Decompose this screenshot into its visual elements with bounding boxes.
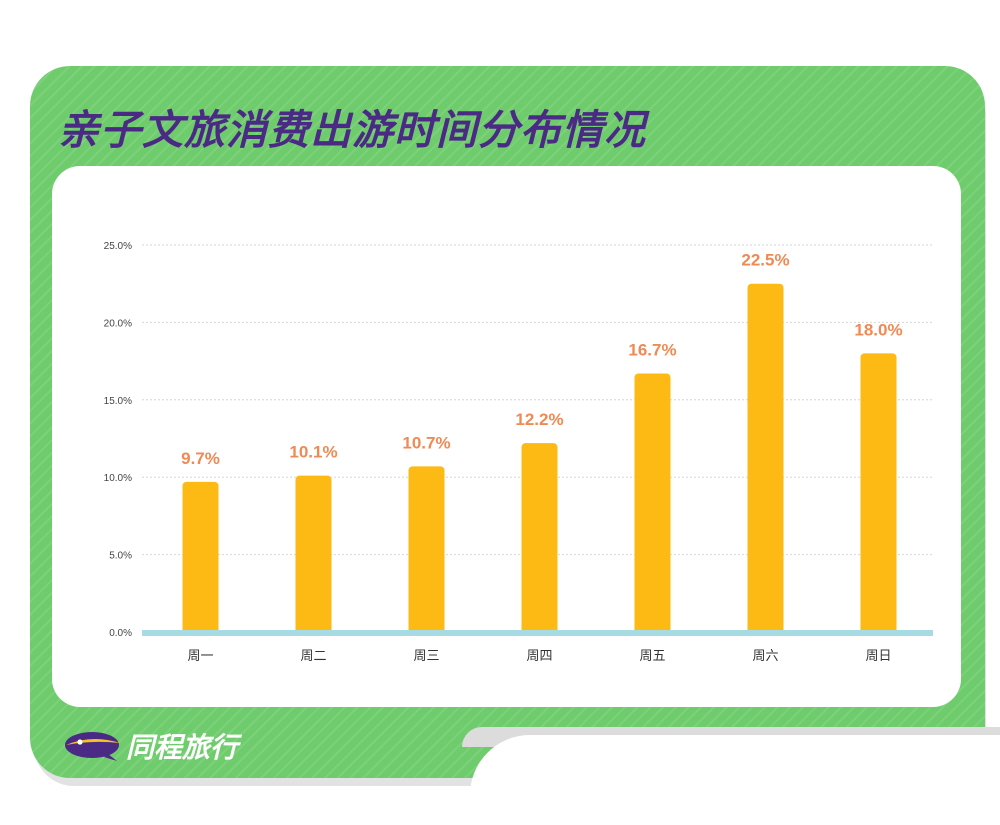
tongcheng-logo-icon (65, 732, 120, 761)
bar (634, 373, 671, 634)
y-tick-label: 0.0% (109, 628, 132, 639)
chart-title: 亲子文旅消费出游时间分布情况 (58, 106, 646, 154)
data-label: 18.0% (854, 320, 902, 339)
y-tick-label: 25.0% (104, 241, 132, 252)
y-tick-label: 10.0% (104, 473, 132, 484)
data-label: 22.5% (741, 251, 789, 270)
x-tick-label: 周三 (413, 649, 439, 664)
bar (860, 353, 897, 634)
x-tick-label: 周四 (526, 649, 552, 664)
data-label: 10.1% (289, 443, 337, 462)
x-axis-baseline (142, 630, 933, 636)
bar (521, 443, 558, 634)
bar (182, 481, 219, 634)
data-label: 9.7% (181, 449, 220, 468)
y-tick-label: 15.0% (104, 396, 132, 407)
y-tick-label: 5.0% (109, 551, 132, 562)
x-tick-label: 周二 (300, 649, 326, 664)
x-tick-label: 周一 (187, 649, 213, 664)
x-tick-label: 周日 (865, 649, 891, 664)
y-tick-label: 20.0% (104, 318, 132, 329)
card-notch (470, 735, 1000, 825)
x-tick-label: 周六 (752, 649, 778, 664)
data-label: 10.7% (402, 433, 450, 452)
bar (747, 283, 784, 634)
x-tick-label: 周五 (639, 649, 665, 664)
bar (408, 466, 445, 634)
data-label: 16.7% (628, 340, 676, 359)
bar (295, 475, 332, 634)
data-label: 12.2% (515, 410, 563, 429)
brand-name: 同程旅行 (126, 731, 239, 764)
